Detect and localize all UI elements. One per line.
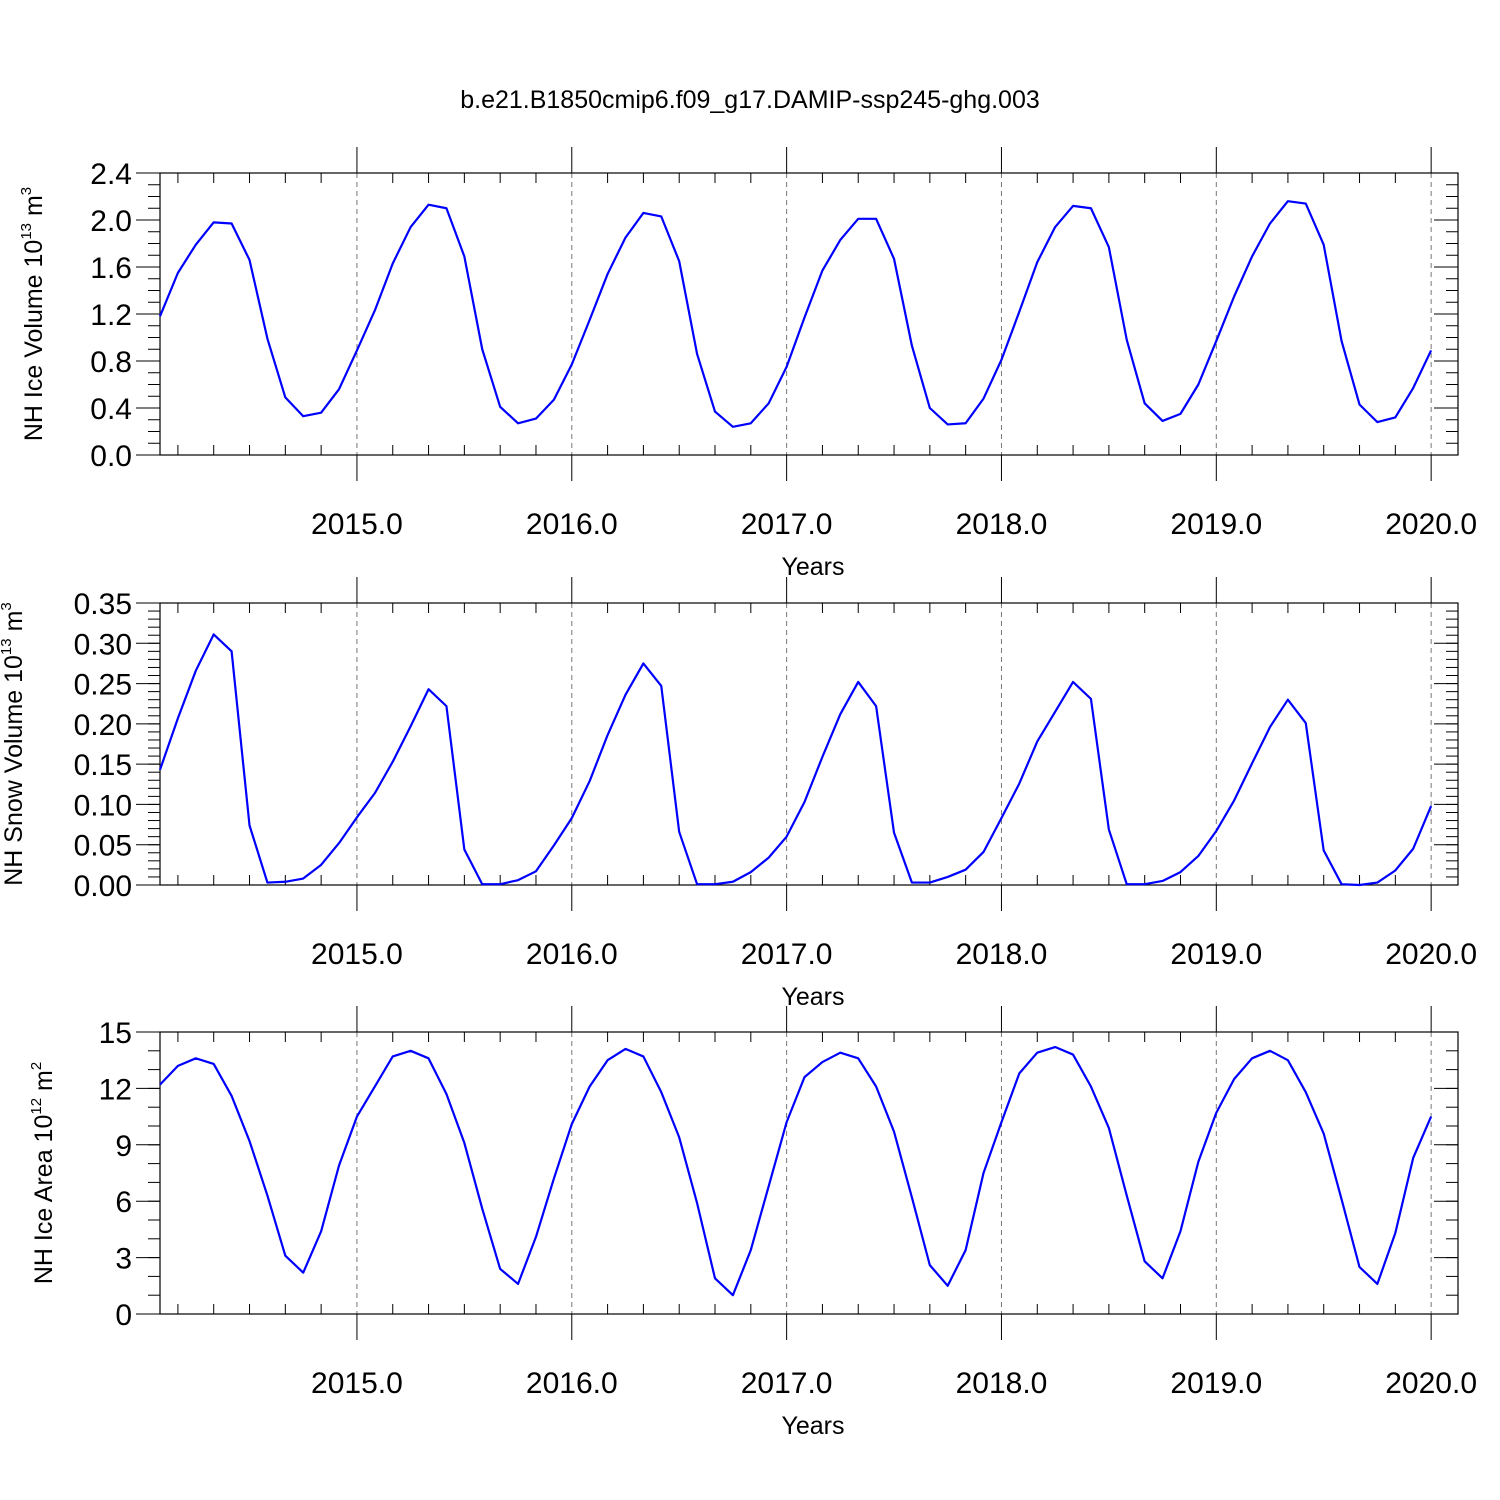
panel-1: 2015.0 2016.0 2017.0 2018.0 2019.0 2020.0 0.0 0… (18, 147, 1477, 581)
plot-frame (159, 1031, 1459, 1315)
x-tick-label: 2016.0 (526, 1367, 618, 1400)
y-axis-title: NH Snow Volume 1013 m3 (0, 602, 28, 886)
y-tick-label: 0 (115, 1299, 132, 1332)
y-tick-label: 1.6 (90, 252, 132, 285)
y-tick-label: 0.00 (74, 870, 132, 903)
y-tick-label: 3 (115, 1243, 132, 1276)
panels: 2015.0 2016.0 2017.0 2018.0 2019.0 2020.00.00… (0, 147, 1477, 1440)
plot-frame (159, 172, 1459, 456)
y-tick-label: 1.2 (90, 299, 132, 332)
y-tick-label: 12 (99, 1073, 132, 1106)
series-line (158, 200, 1433, 428)
panel-3: 2015.0 2016.0 2017.0 2018.0 2019.0 2020.0 0 3 6 9… (28, 1006, 1477, 1440)
x-tick-label: 2016.0 (526, 508, 618, 541)
y-tick-label: 0.4 (90, 393, 132, 426)
x-tick-label: 2020.0 (1385, 1367, 1477, 1400)
y-tick-label: 0.25 (74, 669, 132, 702)
x-tick-label: 2019.0 (1170, 938, 1262, 971)
x-axis-title: Years (781, 1412, 844, 1440)
x-tick-label: 2018.0 (956, 938, 1048, 971)
x-tick-label: 2016.0 (526, 938, 618, 971)
y-tick-label: 0.05 (74, 830, 132, 863)
series-line (159, 1045, 1433, 1297)
x-tick-label: 2017.0 (741, 508, 833, 541)
x-tick-label: 2020.0 (1385, 938, 1477, 971)
panel-2: 2015.0 2016.0 2017.0 2018.0 2019.0 2020.0 0.00… (0, 577, 1477, 1011)
y-tick-label: 0.30 (74, 628, 132, 661)
y-tick-label: 6 (115, 1186, 132, 1219)
x-tick-label: 2015.0 (311, 1367, 403, 1400)
y-tick-label: 0.10 (74, 789, 132, 822)
x-tick-label: 2019.0 (1170, 1367, 1262, 1400)
x-tick-label: 2020.0 (1385, 508, 1477, 541)
y-tick-label: 2.0 (90, 205, 132, 238)
x-tick-label: 2018.0 (956, 1367, 1048, 1400)
y-axis-title: NH Ice Volume 1013 m3 (18, 187, 48, 441)
y-tick-label: 2.4 (90, 158, 132, 191)
x-tick-label: 2015.0 (311, 938, 403, 971)
x-tick-label: 2017.0 (741, 938, 833, 971)
y-tick-label: 0.0 (90, 440, 132, 473)
y-tick-label: 0.8 (90, 346, 132, 379)
x-axis-title: Years (781, 983, 844, 1011)
figure-title: b.e21.B1850cmip6.f09_g17.DAMIP-ssp245-gh… (460, 86, 1040, 114)
y-tick-label: 9 (115, 1130, 132, 1163)
y-tick-label: 0.15 (74, 749, 132, 782)
plot-frame (159, 602, 1459, 886)
y-tick-label: 15 (99, 1017, 132, 1050)
y-axis-title: NH Ice Area 1012 m2 (28, 1062, 58, 1284)
x-tick-label: 2017.0 (741, 1367, 833, 1400)
x-tick-label: 2018.0 (956, 508, 1048, 541)
x-axis-title: Years (781, 553, 844, 581)
series-line (158, 633, 1433, 887)
x-tick-label: 2015.0 (311, 508, 403, 541)
y-tick-label: 0.20 (74, 709, 132, 742)
y-tick-label: 0.35 (74, 588, 132, 621)
x-tick-label: 2019.0 (1170, 508, 1262, 541)
